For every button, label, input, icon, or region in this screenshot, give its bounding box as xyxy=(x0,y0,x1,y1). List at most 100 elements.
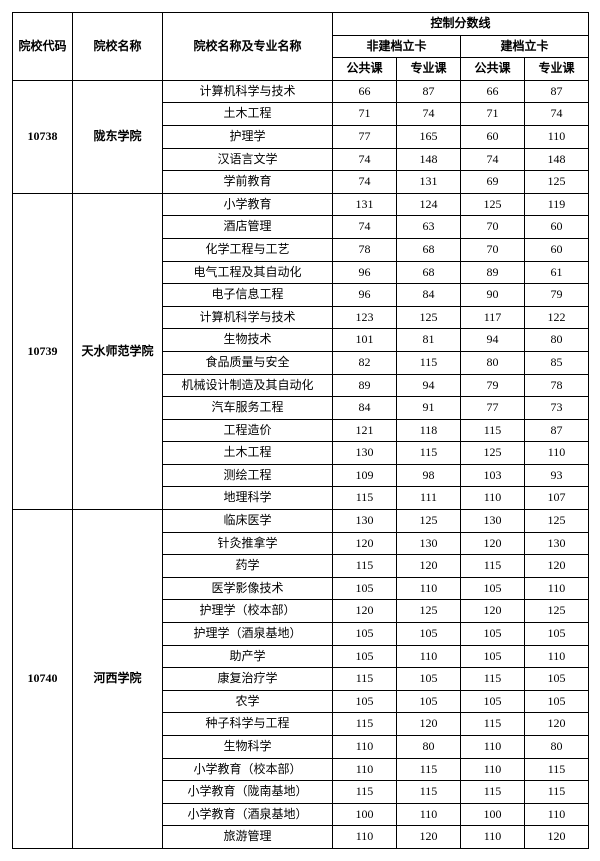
col-pro2: 专业课 xyxy=(525,58,589,81)
table-body: 10738陇东学院计算机科学与技术66876687土木工程71747174护理学… xyxy=(13,80,589,848)
col-pub2: 公共课 xyxy=(461,58,525,81)
cell-score: 120 xyxy=(397,555,461,578)
cell-score: 115 xyxy=(461,419,525,442)
cell-major: 小学教育 xyxy=(163,193,333,216)
cell-score: 120 xyxy=(525,826,589,849)
cell-score: 105 xyxy=(525,668,589,691)
cell-score: 105 xyxy=(397,690,461,713)
cell-score: 78 xyxy=(525,374,589,397)
cell-major: 测绘工程 xyxy=(163,464,333,487)
cell-score: 115 xyxy=(333,487,397,510)
cell-score: 110 xyxy=(461,736,525,759)
cell-score: 87 xyxy=(525,419,589,442)
cell-major: 土木工程 xyxy=(163,442,333,465)
cell-score: 110 xyxy=(397,803,461,826)
cell-score: 110 xyxy=(461,487,525,510)
cell-score: 105 xyxy=(461,645,525,668)
cell-school: 陇东学院 xyxy=(73,80,163,193)
cell-score: 70 xyxy=(461,216,525,239)
cell-score: 100 xyxy=(333,803,397,826)
cell-score: 131 xyxy=(333,193,397,216)
cell-score: 115 xyxy=(333,781,397,804)
cell-major: 医学影像技术 xyxy=(163,577,333,600)
table-row: 10740河西学院临床医学130125130125 xyxy=(13,510,589,533)
cell-score: 125 xyxy=(461,442,525,465)
cell-score: 120 xyxy=(397,713,461,736)
cell-score: 89 xyxy=(333,374,397,397)
cell-score: 123 xyxy=(333,306,397,329)
cell-code: 10739 xyxy=(13,193,73,509)
cell-score: 110 xyxy=(397,577,461,600)
cell-major: 护理学（酒泉基地） xyxy=(163,623,333,646)
cell-score: 117 xyxy=(461,306,525,329)
cell-score: 105 xyxy=(461,623,525,646)
cell-score: 105 xyxy=(525,623,589,646)
cell-score: 110 xyxy=(333,826,397,849)
cell-score: 77 xyxy=(333,125,397,148)
cell-major: 地理科学 xyxy=(163,487,333,510)
cell-score: 105 xyxy=(333,623,397,646)
cell-score: 101 xyxy=(333,329,397,352)
cell-score: 130 xyxy=(333,442,397,465)
cell-major: 电气工程及其自动化 xyxy=(163,261,333,284)
cell-score: 70 xyxy=(461,238,525,261)
cell-school: 河西学院 xyxy=(73,510,163,849)
cell-score: 60 xyxy=(461,125,525,148)
col-control: 控制分数线 xyxy=(333,13,589,36)
cell-score: 115 xyxy=(397,781,461,804)
cell-major: 小学教育（酒泉基地） xyxy=(163,803,333,826)
cell-score: 110 xyxy=(333,758,397,781)
cell-score: 81 xyxy=(397,329,461,352)
cell-score: 80 xyxy=(525,329,589,352)
cell-score: 119 xyxy=(525,193,589,216)
cell-score: 120 xyxy=(461,532,525,555)
cell-score: 115 xyxy=(461,713,525,736)
cell-score: 69 xyxy=(461,171,525,194)
cell-score: 110 xyxy=(525,442,589,465)
cell-score: 115 xyxy=(461,555,525,578)
cell-score: 96 xyxy=(333,261,397,284)
cell-score: 120 xyxy=(397,826,461,849)
cell-score: 63 xyxy=(397,216,461,239)
cell-major: 机械设计制造及其自动化 xyxy=(163,374,333,397)
cell-score: 109 xyxy=(333,464,397,487)
cell-score: 89 xyxy=(461,261,525,284)
cell-major: 种子科学与工程 xyxy=(163,713,333,736)
cell-score: 61 xyxy=(525,261,589,284)
cell-score: 115 xyxy=(525,758,589,781)
cell-major: 农学 xyxy=(163,690,333,713)
cell-score: 74 xyxy=(333,148,397,171)
cell-major: 食品质量与安全 xyxy=(163,351,333,374)
cell-score: 125 xyxy=(525,600,589,623)
cell-major: 小学教育（校本部） xyxy=(163,758,333,781)
cell-score: 115 xyxy=(333,555,397,578)
cell-major: 汉语言文学 xyxy=(163,148,333,171)
cell-major: 药学 xyxy=(163,555,333,578)
scores-table: 院校代码 院校名称 院校名称及专业名称 控制分数线 非建档立卡 建档立卡 公共课… xyxy=(12,12,589,849)
cell-score: 77 xyxy=(461,397,525,420)
cell-score: 71 xyxy=(461,103,525,126)
table-row: 10738陇东学院计算机科学与技术66876687 xyxy=(13,80,589,103)
cell-major: 康复治疗学 xyxy=(163,668,333,691)
cell-score: 110 xyxy=(397,645,461,668)
cell-score: 85 xyxy=(525,351,589,374)
cell-score: 115 xyxy=(333,668,397,691)
cell-score: 105 xyxy=(333,645,397,668)
cell-score: 110 xyxy=(461,758,525,781)
cell-score: 120 xyxy=(525,555,589,578)
cell-score: 74 xyxy=(461,148,525,171)
cell-major: 生物技术 xyxy=(163,329,333,352)
cell-score: 115 xyxy=(525,781,589,804)
cell-score: 110 xyxy=(525,803,589,826)
cell-major: 土木工程 xyxy=(163,103,333,126)
cell-score: 122 xyxy=(525,306,589,329)
table-row: 10739天水师范学院小学教育131124125119 xyxy=(13,193,589,216)
cell-score: 125 xyxy=(397,306,461,329)
cell-code: 10740 xyxy=(13,510,73,849)
cell-score: 96 xyxy=(333,284,397,307)
col-major: 院校名称及专业名称 xyxy=(163,13,333,81)
cell-score: 68 xyxy=(397,238,461,261)
cell-score: 110 xyxy=(525,577,589,600)
cell-score: 93 xyxy=(525,464,589,487)
cell-score: 105 xyxy=(525,690,589,713)
